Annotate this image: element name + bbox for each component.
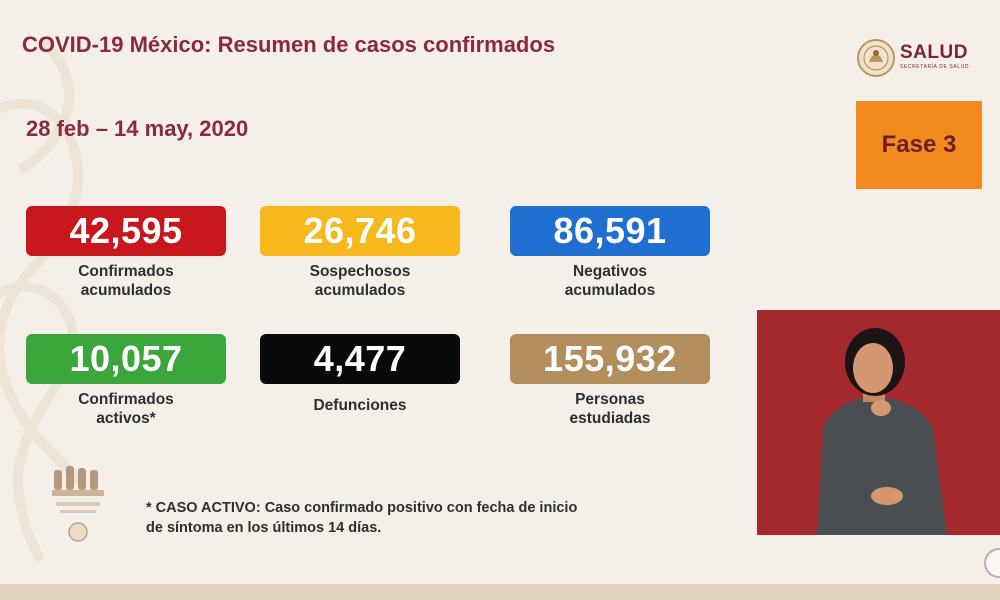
- stat-confirmed-cumulative: 42,595 Confirmados acumulados: [26, 206, 226, 300]
- page-title: COVID-19 México: Resumen de casos confir…: [22, 32, 556, 57]
- stat-label: Defunciones: [313, 397, 407, 414]
- active-case-footnote: * CASO ACTIVO: Caso confirmado positivo …: [146, 500, 578, 536]
- stat-negative-cumulative: 86,591 Negativos acumulados: [510, 206, 710, 300]
- stat-people-studied: 155,932 Personas estudiadas: [510, 334, 710, 428]
- stat-value: 42,595: [26, 206, 226, 256]
- stat-value: 86,591: [510, 206, 710, 256]
- brand-subtitle: SECRETARÍA DE SALUD: [900, 64, 970, 70]
- stat-value: 10,057: [26, 334, 226, 384]
- stat-suspected-cumulative: 26,746 Sospechosos acumulados: [260, 206, 460, 300]
- stat-value: 155,932: [510, 334, 710, 384]
- phase-badge: Fase 3: [856, 101, 982, 189]
- sign-language-interpreter-video: [757, 310, 1000, 535]
- stat-value: 26,746: [260, 206, 460, 256]
- government-monument-logo-icon: [52, 466, 104, 542]
- corner-logo-icon: [984, 548, 1000, 578]
- stat-label: Sospechosos acumulados: [309, 263, 411, 299]
- salud-logo: SALUD SECRETARÍA DE SALUD: [856, 36, 986, 78]
- coat-of-arms-seal-icon: [857, 39, 895, 77]
- stat-confirmed-active: 10,057 Confirmados activos*: [26, 334, 226, 428]
- bottom-band: [0, 584, 1000, 600]
- stat-value: 4,477: [260, 334, 460, 384]
- stat-label: Personas estudiadas: [569, 391, 651, 427]
- stat-deaths: 4,477 Defunciones: [260, 334, 460, 415]
- brand-name: SALUD: [900, 42, 968, 63]
- date-range: 28 feb – 14 may, 2020: [26, 116, 249, 141]
- stat-label: Negativos acumulados: [564, 263, 656, 299]
- stat-label: Confirmados acumulados: [78, 263, 174, 299]
- interpreter-figure: [757, 310, 1000, 535]
- stat-label: Confirmados activos*: [78, 391, 174, 427]
